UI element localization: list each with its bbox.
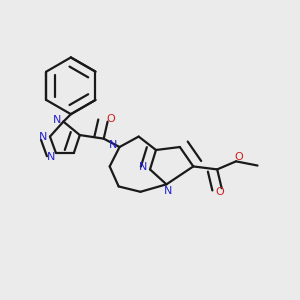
Text: N: N — [47, 152, 56, 163]
Text: N: N — [139, 162, 148, 172]
Text: N: N — [39, 132, 48, 142]
Text: N: N — [52, 115, 61, 125]
Text: N: N — [164, 186, 172, 196]
Text: N: N — [109, 140, 117, 150]
Text: O: O — [234, 152, 243, 162]
Text: O: O — [106, 114, 115, 124]
Text: O: O — [216, 187, 224, 197]
